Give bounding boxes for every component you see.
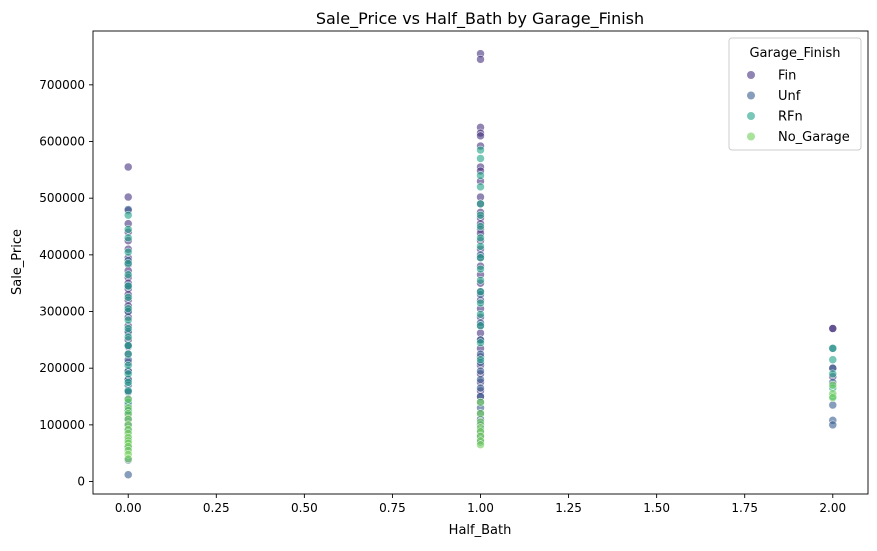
- data-point: [828, 380, 838, 390]
- data-point: [123, 192, 133, 202]
- data-point: [123, 378, 133, 387]
- y-tick-label: 300000: [39, 305, 85, 319]
- data-point: [123, 341, 133, 350]
- data-point: [476, 253, 485, 262]
- data-point: [828, 324, 838, 333]
- data-point: [123, 233, 133, 243]
- legend-marker: [747, 132, 755, 141]
- data-point: [476, 145, 485, 155]
- y-axis-label: Sale_Price: [10, 229, 25, 295]
- y-tick-label: 100000: [39, 418, 85, 432]
- data-point: [476, 298, 485, 308]
- legend-label: Fin: [778, 69, 796, 84]
- y-tick-label: 400000: [39, 248, 85, 262]
- x-tick-label: 0.50: [291, 501, 318, 515]
- data-point: [476, 366, 485, 376]
- y-tick-label: 0: [77, 475, 85, 489]
- plot-frame: [92, 30, 869, 495]
- x-tick-label: 0.75: [379, 501, 406, 515]
- x-tick-label: 1.25: [555, 501, 582, 515]
- data-point: [123, 259, 133, 268]
- legend-title: Garage_Finish: [749, 46, 840, 61]
- data-point: [123, 270, 133, 279]
- data-point: [828, 355, 838, 364]
- scatter-points: [123, 49, 838, 479]
- data-point: [476, 276, 485, 285]
- legend-items: Fin Unf RFn No_Garage: [747, 69, 850, 145]
- data-point: [123, 162, 133, 172]
- data-point: [476, 222, 485, 231]
- data-point: [123, 470, 133, 479]
- y-tick-label: 500000: [39, 191, 85, 205]
- data-point: [476, 338, 485, 347]
- data-point: [123, 210, 133, 220]
- data-point: [828, 420, 838, 430]
- legend-label: RFn: [778, 110, 803, 125]
- legend-box: [728, 37, 862, 151]
- data-point: [123, 395, 133, 404]
- data-point: [123, 349, 133, 359]
- legend-marker: [747, 112, 755, 120]
- x-axis-label: Half_Bath: [449, 523, 512, 538]
- x-tick-label: 1.75: [731, 501, 758, 515]
- data-point: [123, 247, 133, 257]
- data-point: [476, 397, 485, 407]
- data-point: [123, 281, 133, 291]
- chart-title: Sale_Price vs Half_Bath by Garage_Finish: [316, 9, 644, 29]
- data-point: [476, 55, 485, 64]
- y-tick-label: 700000: [39, 78, 85, 92]
- data-point: [476, 321, 485, 330]
- x-tick-label: 0.25: [203, 501, 230, 515]
- data-point: [476, 171, 485, 180]
- data-point: [828, 400, 838, 410]
- data-point: [476, 154, 485, 163]
- legend-label: No_Garage: [778, 130, 850, 145]
- data-point: [123, 225, 133, 234]
- legend: Garage_Finish Fin Unf RFn No_Garage: [728, 37, 862, 151]
- y-tick-label: 600000: [39, 135, 85, 149]
- data-point: [123, 304, 133, 313]
- data-point: [828, 393, 838, 402]
- data-point: [476, 409, 485, 418]
- data-point: [123, 293, 133, 302]
- data-point: [476, 210, 485, 220]
- data-point: [123, 315, 133, 325]
- data-point: [476, 355, 485, 364]
- data-point: [476, 199, 485, 209]
- data-point: [123, 332, 133, 342]
- data-point: [476, 440, 485, 449]
- data-point: [123, 361, 133, 370]
- data-point: [828, 369, 838, 379]
- data-point: [123, 454, 133, 464]
- data-point: [476, 182, 485, 192]
- legend-label: Unf: [778, 89, 801, 104]
- legend-marker: [747, 91, 755, 100]
- data-point: [476, 287, 485, 296]
- x-tick-label: 1.50: [643, 501, 670, 515]
- data-point: [828, 344, 838, 353]
- data-point: [123, 324, 133, 333]
- series-rfn: [123, 145, 838, 415]
- series-no-garage: [123, 380, 838, 464]
- y-tick-label: 200000: [39, 361, 85, 375]
- x-tick-label: 1.00: [467, 501, 494, 515]
- data-point: [476, 242, 485, 251]
- data-point: [476, 383, 485, 393]
- data-point: [476, 310, 485, 319]
- x-tick-label: 2.00: [819, 501, 846, 515]
- data-point: [123, 386, 133, 396]
- x-tick-label: 0.00: [115, 501, 142, 515]
- data-point: [476, 131, 485, 141]
- legend-marker: [747, 71, 755, 79]
- data-point: [476, 233, 485, 243]
- data-point: [123, 369, 133, 379]
- axes: 0.00 0.25 0.50 0.75 1.00 1.25 1.50 1.75 2.00 0 100…: [39, 78, 846, 515]
- data-point: [476, 264, 485, 274]
- data-point: [476, 375, 485, 384]
